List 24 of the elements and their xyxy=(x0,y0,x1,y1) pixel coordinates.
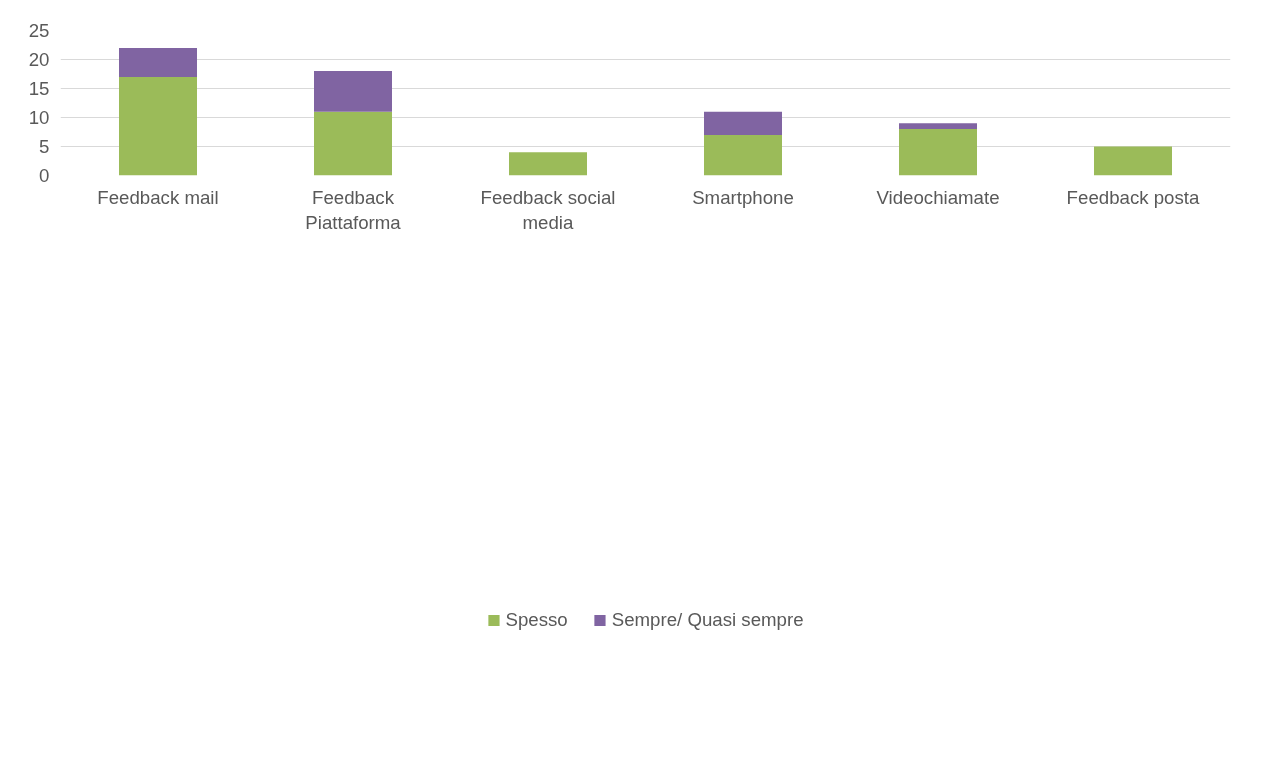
y-tick-label: 15 xyxy=(28,78,50,99)
bar xyxy=(314,111,392,176)
legend-label: Spesso xyxy=(505,608,568,631)
bar xyxy=(119,47,197,77)
x-tick-label: Videochiamate xyxy=(876,186,1000,208)
y-tick-label: 5 xyxy=(39,136,50,157)
y-tick-label: 25 xyxy=(28,20,50,41)
bar xyxy=(704,111,782,135)
y-tick-label: 10 xyxy=(28,107,50,128)
legend-label: Sempre/ Quasi sempre xyxy=(611,608,804,631)
x-tick-label: Smartphone xyxy=(692,186,794,208)
x-tick-label: Feedback social media xyxy=(480,186,616,233)
bar xyxy=(314,71,392,112)
bar xyxy=(119,76,197,176)
x-tick-label: Feedback mail xyxy=(97,186,219,208)
y-tick-label: 20 xyxy=(28,49,50,70)
bar xyxy=(899,129,977,176)
x-tick-label: Feedback Piattaforma xyxy=(305,186,402,233)
x-tick-label: Feedback posta xyxy=(1066,186,1200,208)
bar xyxy=(899,123,977,130)
bar xyxy=(509,152,587,176)
bar xyxy=(704,134,782,176)
y-tick-label: 0 xyxy=(39,165,50,186)
bar xyxy=(1094,146,1172,176)
